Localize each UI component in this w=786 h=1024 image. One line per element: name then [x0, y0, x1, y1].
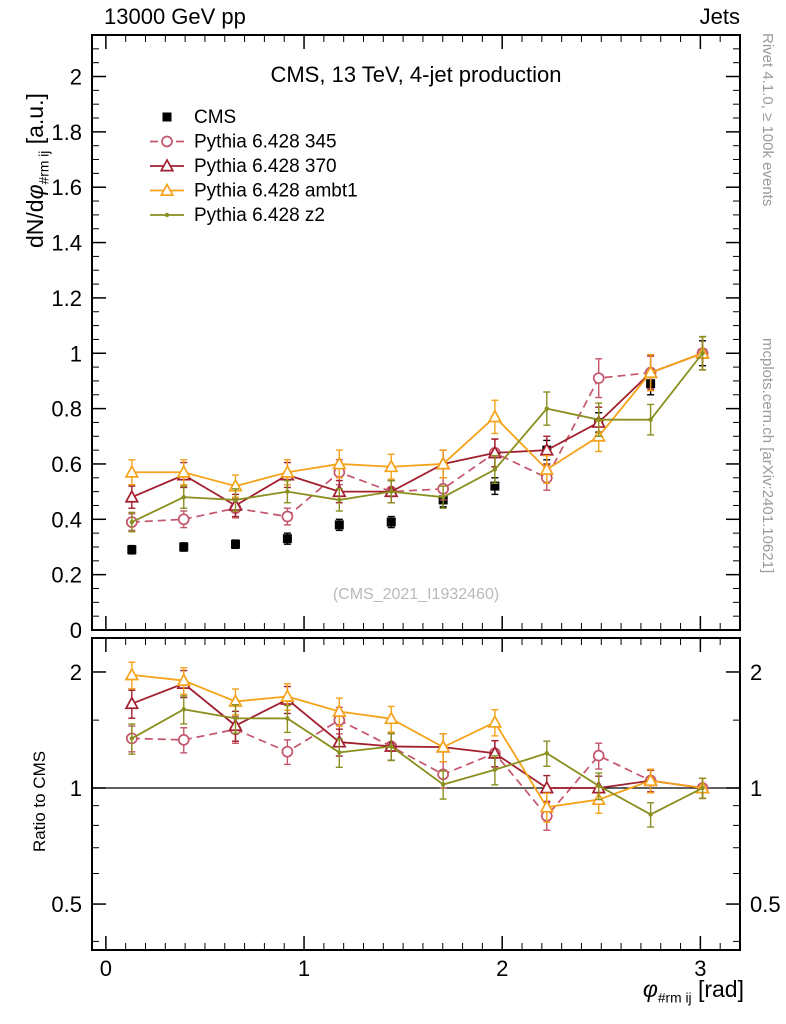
svg-text:2: 2 — [70, 660, 82, 685]
series-pythia-6-428-ambt1-main — [124, 335, 710, 498]
legend-label: Pythia 6.428 z2 — [194, 205, 325, 226]
legend-label: Pythia 6.428 ambt1 — [194, 181, 358, 202]
svg-text:0.8: 0.8 — [51, 397, 82, 422]
svg-text:1.8: 1.8 — [51, 120, 82, 145]
ylabel-symbol: φ — [22, 184, 48, 200]
y-axis-main-ticks: 0 0.2 0.4 0.6 0.8 1 1.2 1.4 1.6 1.8 2 — [51, 48, 740, 643]
analysis-category-label: Jets — [699, 4, 740, 29]
svg-text:1.6: 1.6 — [51, 175, 82, 200]
series-pythia-6-428-z2-main — [128, 335, 707, 533]
x-axis-label: φ#rm ij [rad] — [643, 976, 744, 1006]
svg-text:1.4: 1.4 — [51, 231, 82, 256]
series-pythia-6-428-z2-ratio — [128, 695, 707, 828]
mcplots-reference-note: mcplots.cern.ch [arXiv:2401.10621] — [759, 338, 776, 574]
series-pythia-6-428-370-ratio — [124, 669, 710, 803]
xlabel-subscript: #rm ij — [657, 990, 692, 1006]
svg-text:2: 2 — [496, 956, 508, 981]
svg-text:1: 1 — [298, 956, 310, 981]
xlabel-symbol: φ — [642, 976, 658, 1002]
y-axis-ratio-ticks: 0.5 0.5 1 1 2 2 — [51, 660, 781, 942]
series-cms-main — [127, 340, 708, 555]
svg-text:3: 3 — [694, 956, 706, 981]
svg-text:1: 1 — [70, 776, 82, 801]
svg-text:0.6: 0.6 — [51, 452, 82, 477]
svg-text:0: 0 — [100, 956, 112, 981]
y-axis-label-main: dN/dφ#rm ij [a.u.] — [22, 93, 52, 248]
beam-energy-label: 13000 GeV pp — [104, 4, 246, 29]
legend-label: Pythia 6.428 345 — [194, 132, 337, 153]
svg-text:0.5: 0.5 — [51, 892, 82, 917]
series-pythia-6-428-345-main — [125, 335, 709, 532]
y-axis-label-ratio: Ratio to CMS — [30, 750, 49, 852]
svg-text:0.5: 0.5 — [750, 892, 781, 917]
rivet-version-note: Rivet 4.1.0, ≥ 100k events — [759, 33, 776, 207]
series-pythia-6-428-370-main — [124, 335, 710, 518]
ylabel-subscript: #rm ij — [36, 150, 52, 185]
svg-text:0: 0 — [70, 618, 82, 643]
svg-text:1: 1 — [750, 776, 762, 801]
svg-text:2: 2 — [750, 660, 762, 685]
x-axis-ticks: 0 1 2 3 — [100, 35, 741, 981]
ylabel-prefix: dN/d — [22, 199, 48, 248]
xlabel-unit: [rad] — [691, 976, 744, 1002]
svg-text:2: 2 — [70, 65, 82, 90]
svg-text:0.2: 0.2 — [51, 563, 82, 588]
legend-label: Pythia 6.428 370 — [194, 156, 337, 177]
svg-text:1: 1 — [70, 341, 82, 366]
ratio-panel-frame — [91, 637, 741, 951]
svg-text:1.2: 1.2 — [51, 286, 82, 311]
main-panel-frame — [91, 34, 741, 631]
series-pythia-6-428-345-ratio — [125, 706, 709, 831]
plot-title: CMS, 13 TeV, 4-jet production — [270, 62, 562, 87]
analysis-id-watermark: (CMS_2021_I1932460) — [332, 586, 500, 603]
svg-text:0.4: 0.4 — [51, 507, 82, 532]
ylabel-unit: [a.u.] — [22, 93, 48, 151]
legend-label: CMS — [194, 107, 236, 128]
legend: CMS Pythia 6.428 345 Pythia 6.428 370 Pythi… — [150, 107, 358, 226]
